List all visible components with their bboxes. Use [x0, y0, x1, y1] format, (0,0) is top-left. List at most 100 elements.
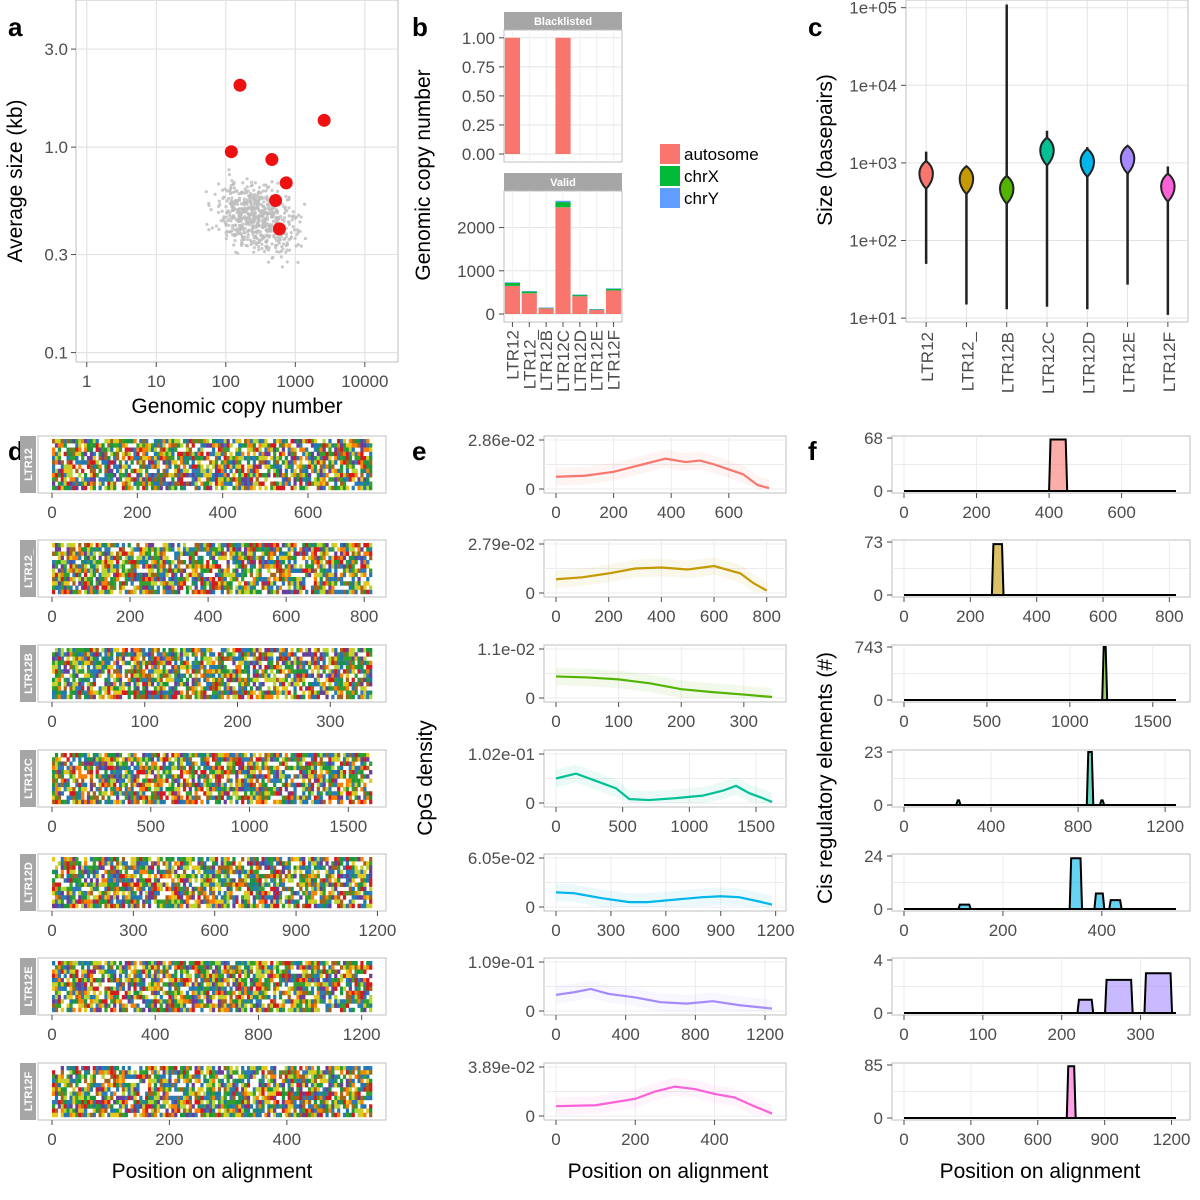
- alignment-cell: [63, 581, 67, 586]
- alignment-cell: [244, 477, 248, 482]
- alignment-cell: [238, 447, 242, 452]
- alignment-cell: [340, 791, 344, 796]
- alignment-cell: [66, 572, 70, 578]
- alignment-cell: [273, 673, 277, 678]
- alignment-cell: [156, 468, 160, 474]
- alignment-cell: [290, 547, 294, 552]
- alignment-cell: [241, 799, 245, 805]
- alignment-cell: [174, 799, 178, 805]
- alignment-cell: [113, 765, 117, 771]
- alignment-cell: [174, 572, 178, 578]
- alignment-cell: [171, 485, 175, 491]
- alignment-cell: [89, 460, 94, 465]
- alignment-cell: [302, 791, 306, 796]
- alignment-cell: [127, 774, 131, 779]
- alignment-cell: [69, 564, 73, 569]
- alignment-cell: [57, 543, 62, 548]
- alignment-cell: [116, 799, 120, 805]
- alignment-cell: [118, 555, 123, 561]
- alignment-cell: [171, 451, 175, 457]
- alignment-cell: [325, 589, 329, 595]
- alignment-cell: [212, 464, 216, 469]
- alignment-cell: [188, 774, 192, 779]
- alignment-cell: [241, 551, 245, 556]
- alignment-cell: [360, 686, 364, 691]
- alignment-cell: [296, 665, 300, 670]
- alignment-cell: [127, 682, 131, 687]
- alignment-cell: [174, 757, 178, 762]
- alignment-cell: [313, 660, 318, 666]
- alignment-cell: [191, 660, 195, 666]
- alignment-cell: [92, 656, 96, 661]
- alignment-cell: [130, 648, 134, 653]
- alignment-cell: [345, 753, 350, 758]
- alignment-cell: [52, 795, 56, 800]
- alignment-xtick-label: 0: [47, 712, 56, 731]
- alignment-cell: [66, 589, 70, 595]
- alignment-strip-label: LTR12C: [23, 758, 35, 799]
- alignment-cell: [136, 652, 140, 657]
- alignment-cell: [232, 485, 236, 491]
- alignment-cell: [299, 439, 303, 444]
- alignment-cell: [104, 791, 108, 796]
- alignment-cell: [142, 460, 146, 465]
- alignment-cell: [229, 577, 233, 582]
- alignment-cell: [235, 799, 239, 805]
- alignment-cell: [156, 439, 160, 444]
- alignment-cell: [232, 460, 236, 465]
- alignment-cell: [133, 572, 137, 578]
- alignment-cell: [177, 464, 181, 469]
- alignment-cell: [162, 799, 166, 805]
- alignment-cell: [206, 774, 210, 779]
- alignment-cell: [54, 669, 59, 674]
- alignment-cell: [290, 778, 294, 783]
- alignment-cell: [159, 669, 163, 674]
- alignment-cell: [98, 551, 102, 556]
- alignment-cell: [331, 770, 335, 775]
- alignment-cell: [287, 572, 291, 578]
- alignment-cell: [92, 753, 96, 758]
- alignment-cell: [212, 669, 216, 674]
- alignment-cell: [110, 791, 114, 796]
- alignment-cell: [345, 677, 350, 683]
- alignment-cell: [351, 568, 355, 573]
- alignment-cell: [273, 456, 277, 461]
- alignment-cell: [214, 690, 219, 695]
- alignment-cell: [354, 665, 358, 670]
- alignment-cell: [89, 464, 94, 469]
- alignment-cell: [278, 652, 283, 657]
- alignment-cell: [54, 468, 59, 474]
- alignment-cell: [351, 543, 355, 548]
- alignment-cell: [360, 648, 364, 653]
- alignment-cell: [244, 439, 248, 444]
- alignment-cell: [177, 439, 181, 444]
- background-point: [284, 194, 288, 198]
- alignment-cell: [113, 782, 117, 788]
- alignment-cell: [223, 656, 227, 661]
- alignment-cell: [107, 560, 111, 565]
- alignment-cell: [255, 799, 259, 805]
- alignment-cell: [133, 468, 137, 474]
- alignment-cell: [348, 799, 352, 805]
- alignment-cell: [299, 485, 303, 491]
- alignment-cell: [78, 473, 82, 478]
- alignment-cell: [284, 757, 288, 762]
- alignment-cell: [340, 577, 344, 582]
- alignment-cell: [363, 572, 367, 578]
- alignment-cell: [194, 686, 198, 691]
- alignment-cell: [165, 451, 169, 457]
- alignment-cell: [142, 753, 146, 758]
- alignment-cell: [84, 585, 88, 590]
- background-point: [282, 216, 287, 220]
- alignment-cell: [110, 765, 114, 771]
- alignment-cell: [217, 753, 222, 758]
- alignment-cell: [293, 660, 297, 666]
- alignment-cell: [276, 753, 280, 758]
- panel-c-ylabel: Size (basepairs): [814, 74, 837, 226]
- alignment-cell: [142, 795, 146, 800]
- alignment-cell: [238, 648, 242, 653]
- alignment-cell: [174, 468, 178, 474]
- alignment-cell: [95, 460, 99, 465]
- alignment-cell: [273, 665, 277, 670]
- alignment-cell: [328, 677, 332, 683]
